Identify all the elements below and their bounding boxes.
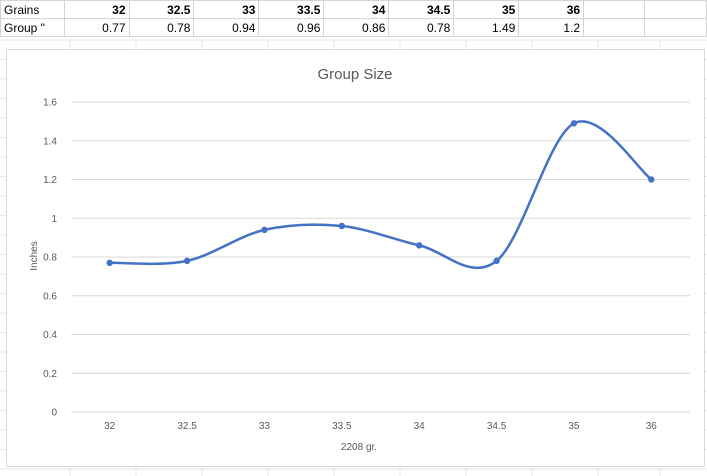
grains-cell[interactable]: 34.5 <box>388 0 455 19</box>
y-tick-label: 1.6 <box>43 98 57 109</box>
x-tick-label: 33.5 <box>332 421 352 432</box>
empty-cell[interactable] <box>643 18 707 37</box>
x-tick-label: 34.5 <box>487 421 507 432</box>
y-tick-label: 0.6 <box>43 291 57 302</box>
data-point[interactable] <box>570 120 578 127</box>
group-cell[interactable]: 0.77 <box>63 18 130 37</box>
data-point[interactable] <box>106 259 113 267</box>
x-tick-label: 32.5 <box>177 421 197 432</box>
x-axis-ticks: 32 32.5 33 33.5 34 34.5 35 36 <box>104 421 657 432</box>
chart-area[interactable]: Group Size 0 0.2 0.4 0.6 0.8 1 1.2 1.4 1.6 32 32.… <box>6 49 705 467</box>
grains-cell[interactable]: 32.5 <box>128 0 195 19</box>
group-cell[interactable]: 1.2 <box>518 18 585 37</box>
row-label-group[interactable]: Group " <box>0 18 65 37</box>
grains-cell[interactable]: 32 <box>63 0 130 19</box>
y-tick-label: 1.4 <box>43 136 57 147</box>
x-tick-label: 35 <box>568 421 580 432</box>
group-cell[interactable]: 0.96 <box>258 18 325 37</box>
y-tick-label: 1.2 <box>43 175 57 186</box>
x-tick-label: 34 <box>414 421 426 432</box>
group-cell[interactable]: 1.49 <box>453 18 520 37</box>
group-cell[interactable]: 0.78 <box>128 18 195 37</box>
y-tick-label: 0.2 <box>43 369 57 380</box>
table-row: Grains 32 32.5 33 33.5 34 34.5 35 36 <box>0 0 707 19</box>
grains-cell[interactable]: 36 <box>518 0 585 19</box>
empty-cell[interactable] <box>583 18 645 37</box>
series-line[interactable] <box>109 120 653 269</box>
y-tick-label: 0.4 <box>43 330 57 341</box>
empty-cell[interactable] <box>583 0 645 19</box>
group-cell[interactable]: 0.94 <box>193 18 260 37</box>
data-points <box>106 120 655 267</box>
line-chart: Group Size 0 0.2 0.4 0.6 0.8 1 1.2 1.4 1.6 32 32.… <box>29 66 690 453</box>
x-tick-label: 33 <box>259 421 271 432</box>
grains-cell[interactable]: 35 <box>453 0 520 19</box>
x-axis-title: 2208 gr. <box>341 442 377 453</box>
data-table: Grains 32 32.5 33 33.5 34 34.5 35 36 Gro… <box>0 0 707 37</box>
y-tick-label: 0 <box>51 408 57 419</box>
data-point[interactable] <box>493 257 500 265</box>
row-label-grains[interactable]: Grains <box>0 0 65 19</box>
group-cell[interactable]: 0.86 <box>323 18 390 37</box>
data-point[interactable] <box>338 222 346 230</box>
y-tick-label: 0.8 <box>43 253 57 264</box>
x-tick-label: 32 <box>104 421 116 432</box>
x-tick-label: 36 <box>646 421 658 432</box>
empty-cell[interactable] <box>643 0 707 19</box>
data-point[interactable] <box>261 226 268 234</box>
grains-cell[interactable]: 34 <box>323 0 390 19</box>
y-axis-ticks: 0 0.2 0.4 0.6 0.8 1 1.2 1.4 1.6 <box>43 98 57 419</box>
group-cell[interactable]: 0.78 <box>388 18 455 37</box>
data-point[interactable] <box>415 242 423 249</box>
data-point[interactable] <box>648 176 655 183</box>
chart-title[interactable]: Group Size <box>317 66 392 83</box>
table-row: Group " 0.77 0.78 0.94 0.96 0.86 0.78 1.… <box>0 18 707 37</box>
grains-cell[interactable]: 33.5 <box>258 0 325 19</box>
y-tick-label: 1 <box>51 214 57 225</box>
gridlines <box>71 101 690 413</box>
grains-cell[interactable]: 33 <box>193 0 260 19</box>
data-point[interactable] <box>183 257 191 265</box>
y-axis-title: Inches <box>29 241 40 270</box>
